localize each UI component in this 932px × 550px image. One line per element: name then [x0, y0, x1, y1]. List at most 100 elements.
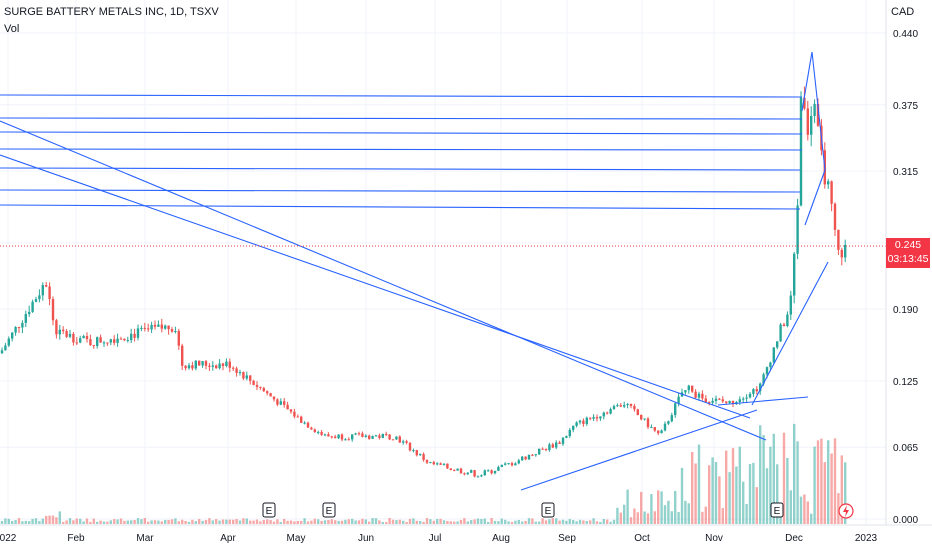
trendline	[811, 51, 826, 171]
volume-bar	[218, 520, 221, 524]
candle-body	[143, 327, 146, 329]
candle-body	[439, 463, 442, 465]
volume-bar	[113, 519, 116, 524]
volume-bar	[269, 520, 272, 524]
candle-body	[31, 301, 34, 312]
candle-body	[334, 436, 337, 439]
candle-body	[793, 253, 796, 296]
candle-body	[96, 337, 99, 346]
lightning-icon[interactable]	[838, 503, 854, 519]
volume-bar	[816, 440, 820, 524]
x-tick-label: Dec	[785, 533, 803, 544]
candle-body	[249, 375, 252, 381]
volume-bar	[201, 520, 204, 524]
volume-bar	[568, 519, 571, 524]
volume-bar	[177, 521, 180, 524]
candle-body	[476, 476, 480, 478]
trendline	[0, 120, 767, 441]
candle-body	[500, 464, 503, 467]
volume-bar	[466, 521, 469, 524]
volume-bar	[79, 518, 82, 524]
candle-body	[721, 399, 724, 402]
volume-bar	[453, 521, 456, 524]
volume-bar	[235, 519, 238, 524]
candle-body	[116, 338, 119, 343]
volume-bar	[490, 518, 493, 524]
volume-bar	[609, 521, 612, 524]
candle-body	[184, 365, 187, 369]
volume-bar	[538, 521, 541, 524]
candle-body	[626, 403, 629, 405]
volume-bar	[728, 472, 731, 524]
volume-bar	[446, 520, 449, 524]
candle-body	[436, 463, 439, 465]
volume-bar	[810, 513, 813, 524]
volume-bar	[504, 519, 507, 524]
candle-body	[102, 342, 106, 344]
volume-bar	[480, 518, 483, 524]
candle-body	[296, 416, 299, 418]
volume-bar	[85, 518, 89, 524]
volume-bar	[361, 518, 364, 524]
candle-body	[11, 332, 14, 339]
candle-body	[24, 314, 27, 323]
volume-bar	[534, 521, 537, 524]
volume-bar	[130, 520, 133, 524]
volume-bar	[429, 519, 432, 524]
candle-body	[799, 97, 803, 206]
volume-bar	[531, 518, 534, 524]
volume-bar	[544, 520, 548, 524]
volume-bar	[517, 519, 520, 524]
candle-body	[650, 427, 653, 429]
volume-bar	[310, 520, 313, 524]
volume-bar	[92, 518, 95, 524]
volume-bar	[238, 520, 242, 524]
candle-body	[272, 396, 276, 400]
x-tick-label: Jul	[429, 533, 442, 544]
volume-bar	[211, 520, 214, 524]
volume-bar	[432, 520, 435, 524]
volume-bar	[786, 457, 789, 524]
time-axis[interactable]: 022 Feb Mar Apr May Jun Jul Aug Sep Oct Nov Dec 2023	[0, 533, 878, 544]
volume-bar	[368, 521, 371, 524]
candle-body	[160, 324, 163, 329]
volume-bar	[629, 517, 633, 524]
candle-body	[534, 454, 537, 456]
x-tick-label: Jun	[358, 533, 374, 544]
volume-bar	[595, 521, 599, 524]
candle-body	[646, 418, 650, 428]
volume-bar	[623, 504, 626, 524]
candle-body	[636, 409, 639, 415]
volume-bar	[405, 521, 408, 524]
candle-body	[55, 320, 58, 335]
volume-bar	[89, 521, 92, 524]
candle-body	[323, 434, 327, 436]
volume-bar	[140, 519, 143, 524]
candle-body	[541, 448, 544, 450]
trendline	[801, 51, 813, 112]
candle-body	[555, 442, 558, 448]
candle-body	[442, 463, 446, 465]
candle-body	[317, 431, 320, 433]
volume-bar	[374, 518, 378, 524]
volume-bar	[602, 518, 605, 524]
trendline	[0, 167, 801, 171]
volume-bar	[75, 518, 78, 524]
volume-bar	[670, 511, 673, 524]
x-tick-label: Oct	[634, 533, 650, 544]
candle-body	[58, 329, 61, 335]
candle-body	[612, 406, 616, 410]
volume-bar	[806, 501, 809, 524]
volume-bar	[419, 521, 422, 524]
volume-bar	[551, 518, 554, 524]
candle-body	[327, 434, 330, 437]
last-price-value: 0.245	[894, 239, 922, 251]
candle-body	[269, 393, 272, 397]
candle-body	[609, 409, 612, 414]
volume-bar	[711, 457, 714, 524]
candle-body	[466, 472, 469, 475]
candle-body	[731, 400, 735, 405]
trendlines	[0, 51, 829, 491]
